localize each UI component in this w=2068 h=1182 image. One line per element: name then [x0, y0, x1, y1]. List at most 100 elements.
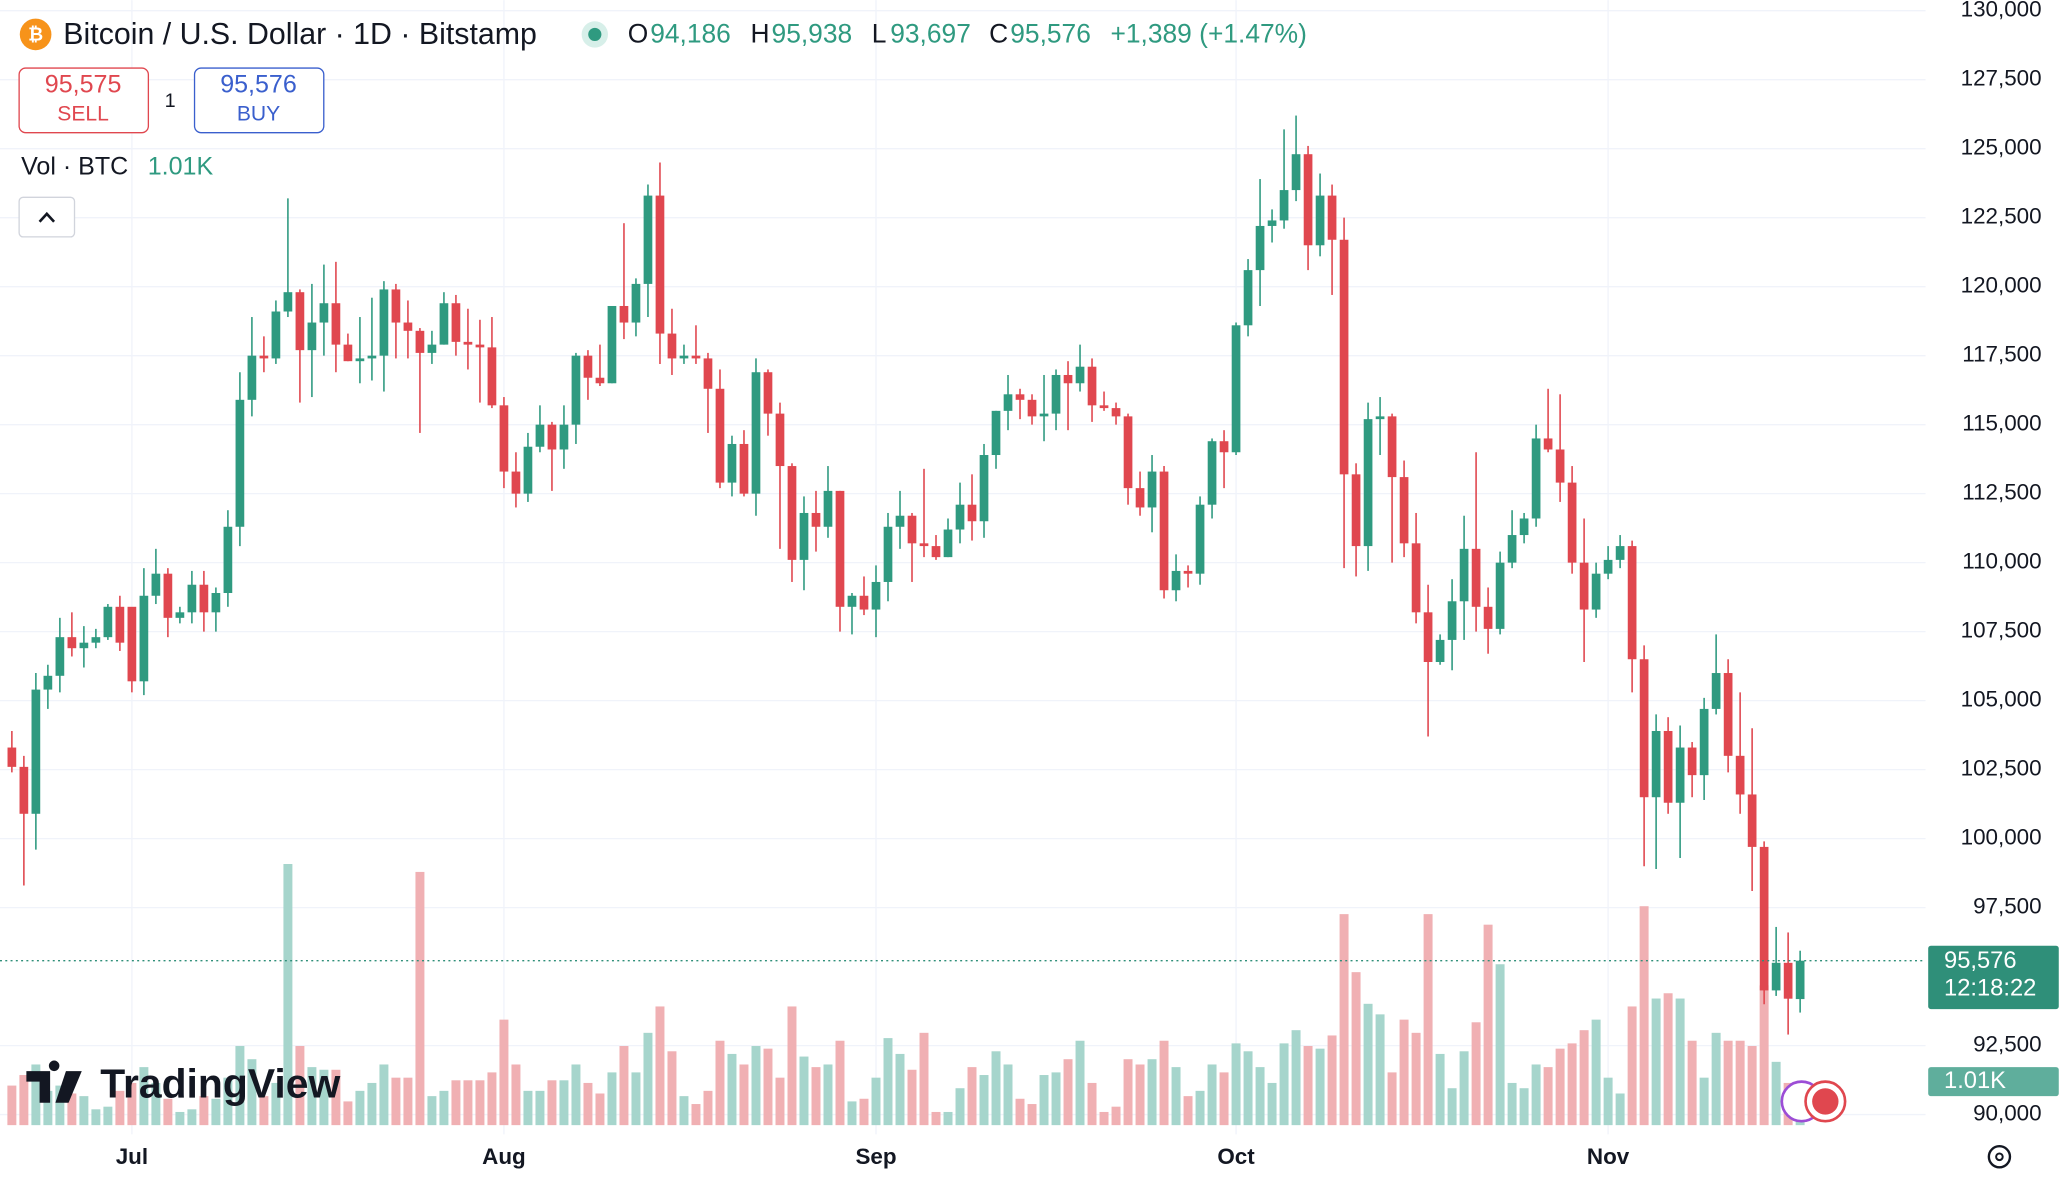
candle-body: [1123, 416, 1133, 489]
candle-body: [1543, 438, 1553, 450]
candle-body: [391, 289, 401, 323]
candle-body: [1567, 482, 1577, 563]
logo-text[interactable]: TradingView: [100, 1061, 340, 1107]
volume-bar: [1675, 998, 1685, 1126]
volume-bar: [1435, 1053, 1445, 1126]
volume-bar: [1291, 1030, 1301, 1126]
volume-bar: [559, 1080, 569, 1126]
volume-bar: [1015, 1098, 1025, 1126]
volume-bar: [895, 1053, 905, 1126]
candle-body: [1483, 606, 1493, 629]
buy-button[interactable]: [193, 67, 325, 134]
volume-bar: [1135, 1064, 1145, 1126]
candle-body: [583, 355, 593, 378]
volume-bar: [859, 1098, 869, 1126]
volume-bar: [547, 1080, 557, 1126]
candle-body: [415, 330, 425, 353]
settings-button[interactable]: [1987, 1145, 2012, 1169]
candle-body: [1315, 195, 1325, 246]
volume-bar: [1411, 1032, 1421, 1126]
candle-body: [1459, 548, 1469, 602]
volume-bar: [379, 1064, 389, 1126]
volume-bar: [691, 1104, 701, 1126]
candle-body: [727, 443, 737, 483]
candle-body: [1651, 730, 1661, 798]
logo-mark: [26, 1060, 82, 1103]
volume-bar: [475, 1080, 485, 1126]
candle-body: [79, 642, 89, 649]
y-tick-label: 92,500: [1973, 1032, 2042, 1057]
volume-bar: [1723, 1040, 1733, 1126]
candle-body: [439, 303, 449, 345]
volume-bar: [919, 1032, 929, 1126]
candle-body: [1795, 960, 1805, 1000]
ohlc-value: 93,697: [890, 19, 971, 49]
volume-bar: [1351, 972, 1361, 1126]
candle-body: [367, 355, 377, 359]
sell-button[interactable]: [18, 67, 150, 134]
candle-body: [643, 195, 653, 284]
volume-bar: [1507, 1082, 1517, 1126]
candle-body: [1303, 154, 1313, 246]
candle-body: [199, 584, 209, 613]
candle-body: [1027, 399, 1037, 417]
candle-body: [1099, 405, 1109, 409]
volume-bar: [1423, 914, 1433, 1126]
candle-body: [187, 584, 197, 613]
candle-body: [1423, 612, 1433, 662]
ohlc-value: 95,938: [772, 19, 853, 49]
candle-body: [463, 341, 473, 345]
volume-bar: [1207, 1064, 1217, 1126]
candle-body: [571, 355, 581, 425]
candle-body: [1471, 548, 1481, 607]
volume-bar: [127, 1082, 137, 1126]
volume-bar: [1111, 1106, 1121, 1126]
volume-bar: [1555, 1048, 1565, 1126]
volume-bar: [103, 1106, 113, 1126]
volume-bar: [619, 1046, 629, 1126]
volume-bar: [1603, 1077, 1613, 1126]
candle-body: [1435, 639, 1445, 662]
y-tick-label: 97,500: [1973, 894, 2042, 919]
collapse-button[interactable]: [18, 196, 76, 238]
candle-body: [619, 305, 629, 323]
candle-body: [1387, 416, 1397, 478]
volume-bar: [883, 1038, 893, 1126]
candle-body: [355, 358, 365, 362]
candle-body: [1687, 747, 1697, 776]
candle-body: [247, 355, 257, 400]
symbol-title[interactable]: Bitcoin / U.S. Dollar · 1D · Bitstamp: [63, 18, 537, 51]
candle-body: [283, 292, 293, 312]
price-tag: [1928, 945, 2059, 1010]
volume-bar: [511, 1064, 521, 1126]
candle-body: [163, 573, 173, 618]
x-tick-label: Oct: [1217, 1144, 1255, 1169]
candle-body: [43, 675, 53, 690]
candle-body: [1051, 374, 1061, 414]
candle-body: [55, 637, 65, 676]
volume-bar: [1447, 1088, 1457, 1126]
candle-body: [1147, 471, 1157, 508]
candle-body: [103, 606, 113, 638]
volume-bar: [727, 1053, 737, 1126]
volume-bar: [835, 1040, 845, 1126]
volume-bar: [1687, 1040, 1697, 1126]
volume-bar: [1627, 1006, 1637, 1126]
buy-label: BUY: [237, 102, 280, 125]
volume-bar: [319, 1069, 329, 1126]
candle-body: [139, 595, 149, 682]
candle-body: [1327, 195, 1337, 240]
candle-body: [91, 637, 101, 643]
volume-bar: [259, 1096, 269, 1126]
quantity[interactable]: 1: [165, 90, 176, 112]
volume-tag-value: 1.01K: [1944, 1068, 2006, 1094]
candle-body: [1195, 504, 1205, 574]
volume-bar: [1219, 1072, 1229, 1126]
volume-bar: [1459, 1051, 1469, 1126]
volume-bar: [1363, 1003, 1373, 1126]
candle-body: [523, 446, 533, 494]
candle-body: [991, 410, 1001, 456]
volume-bar: [1231, 1043, 1241, 1126]
candle-body: [535, 424, 545, 447]
